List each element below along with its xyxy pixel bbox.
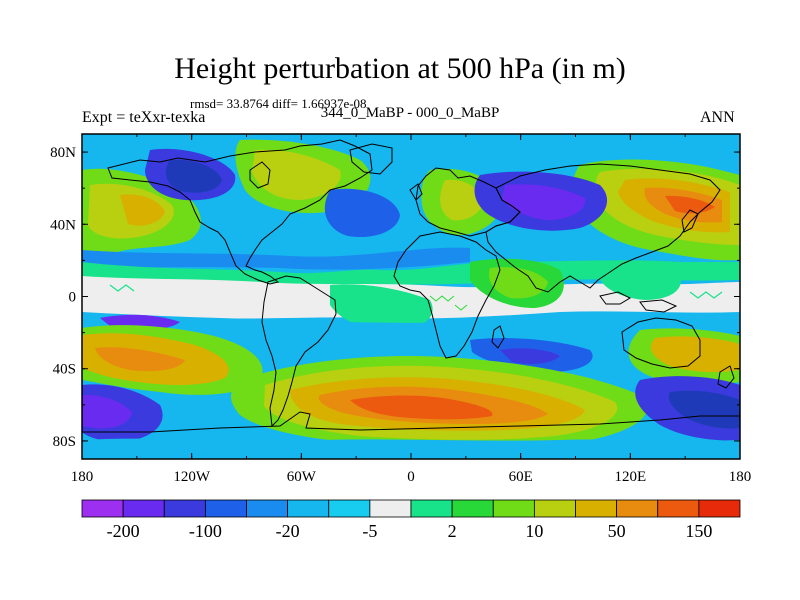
colorbar-label: -100: [189, 521, 222, 541]
x-tick-label: 0: [407, 469, 415, 485]
x-tick-label: 120E: [614, 469, 646, 485]
colorbar-swatch: [122, 499, 165, 518]
y-tick-label: 0: [69, 290, 77, 306]
colorbar-label: 150: [685, 521, 712, 541]
colorbar-swatch: [575, 499, 618, 518]
plot-title: Height perturbation at 500 hPa (in m): [174, 52, 626, 85]
difference-label: 344_0_MaBP - 000_0_MaBP: [320, 105, 500, 121]
y-tick-label: 40S: [53, 362, 76, 378]
x-tick-label: 180: [729, 469, 752, 485]
y-tick-label: 40N: [50, 217, 76, 233]
x-tick-label: 60W: [287, 469, 317, 485]
colorbar-swatch: [204, 499, 247, 518]
coastlines: [82, 139, 740, 433]
y-axis-labels: 80N 40N 0 40S 80S: [50, 145, 76, 450]
colorbar-label: -200: [107, 521, 140, 541]
colorbar-labels: -200 -100 -20 -5 2 10 50 150: [107, 521, 713, 541]
colorbar-label: 50: [608, 521, 626, 541]
contour-field: [82, 134, 740, 459]
colorbar-swatch: [492, 499, 535, 518]
colorbar-label: 2: [448, 521, 457, 541]
colorbar-swatch: [287, 499, 330, 518]
colorbar: [81, 499, 741, 518]
experiment-label: Expt = teXxr-texka: [82, 109, 206, 126]
colorbar-swatch: [451, 499, 494, 518]
colorbar-label: -20: [276, 521, 300, 541]
colorbar-swatch: [163, 499, 206, 518]
colorbar-label: -5: [362, 521, 377, 541]
y-tick-label: 80S: [53, 434, 76, 450]
x-tick-label: 60E: [509, 469, 533, 485]
y-tick-label: 80N: [50, 145, 76, 161]
colorbar-swatch: [410, 499, 453, 518]
colorbar-swatch: [328, 499, 371, 518]
colorbar-label: 10: [525, 521, 543, 541]
x-tick-label: 120W: [173, 469, 211, 485]
season-label: ANN: [700, 109, 735, 126]
colorbar-swatch: [81, 499, 124, 518]
x-axis-ticks: [81, 134, 741, 459]
stats-text: rmsd= 33.8764 diff= 1.66937e-08: [190, 96, 367, 111]
colorbar-swatch: [698, 499, 741, 518]
colorbar-swatch: [369, 499, 412, 518]
y-axis-ticks: [82, 151, 740, 442]
colorbar-swatch: [616, 499, 659, 518]
colorbar-swatch: [533, 499, 576, 518]
colorbar-swatch: [246, 499, 289, 518]
x-tick-label: 180: [71, 469, 94, 485]
x-axis-labels: 180 120W 60W 0 60E 120E 180: [71, 469, 752, 485]
colorbar-swatch: [657, 499, 700, 518]
